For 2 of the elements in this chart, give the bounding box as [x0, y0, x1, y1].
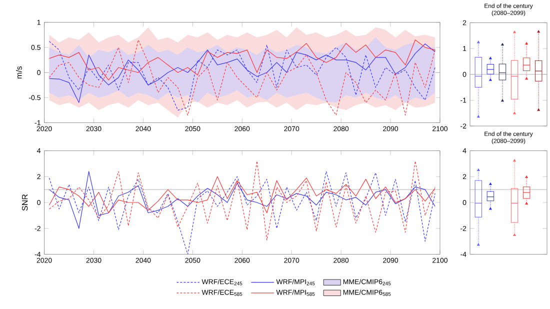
y-axis-title: SNR	[22, 194, 28, 211]
y-axis-title: m/s	[16, 66, 22, 78]
